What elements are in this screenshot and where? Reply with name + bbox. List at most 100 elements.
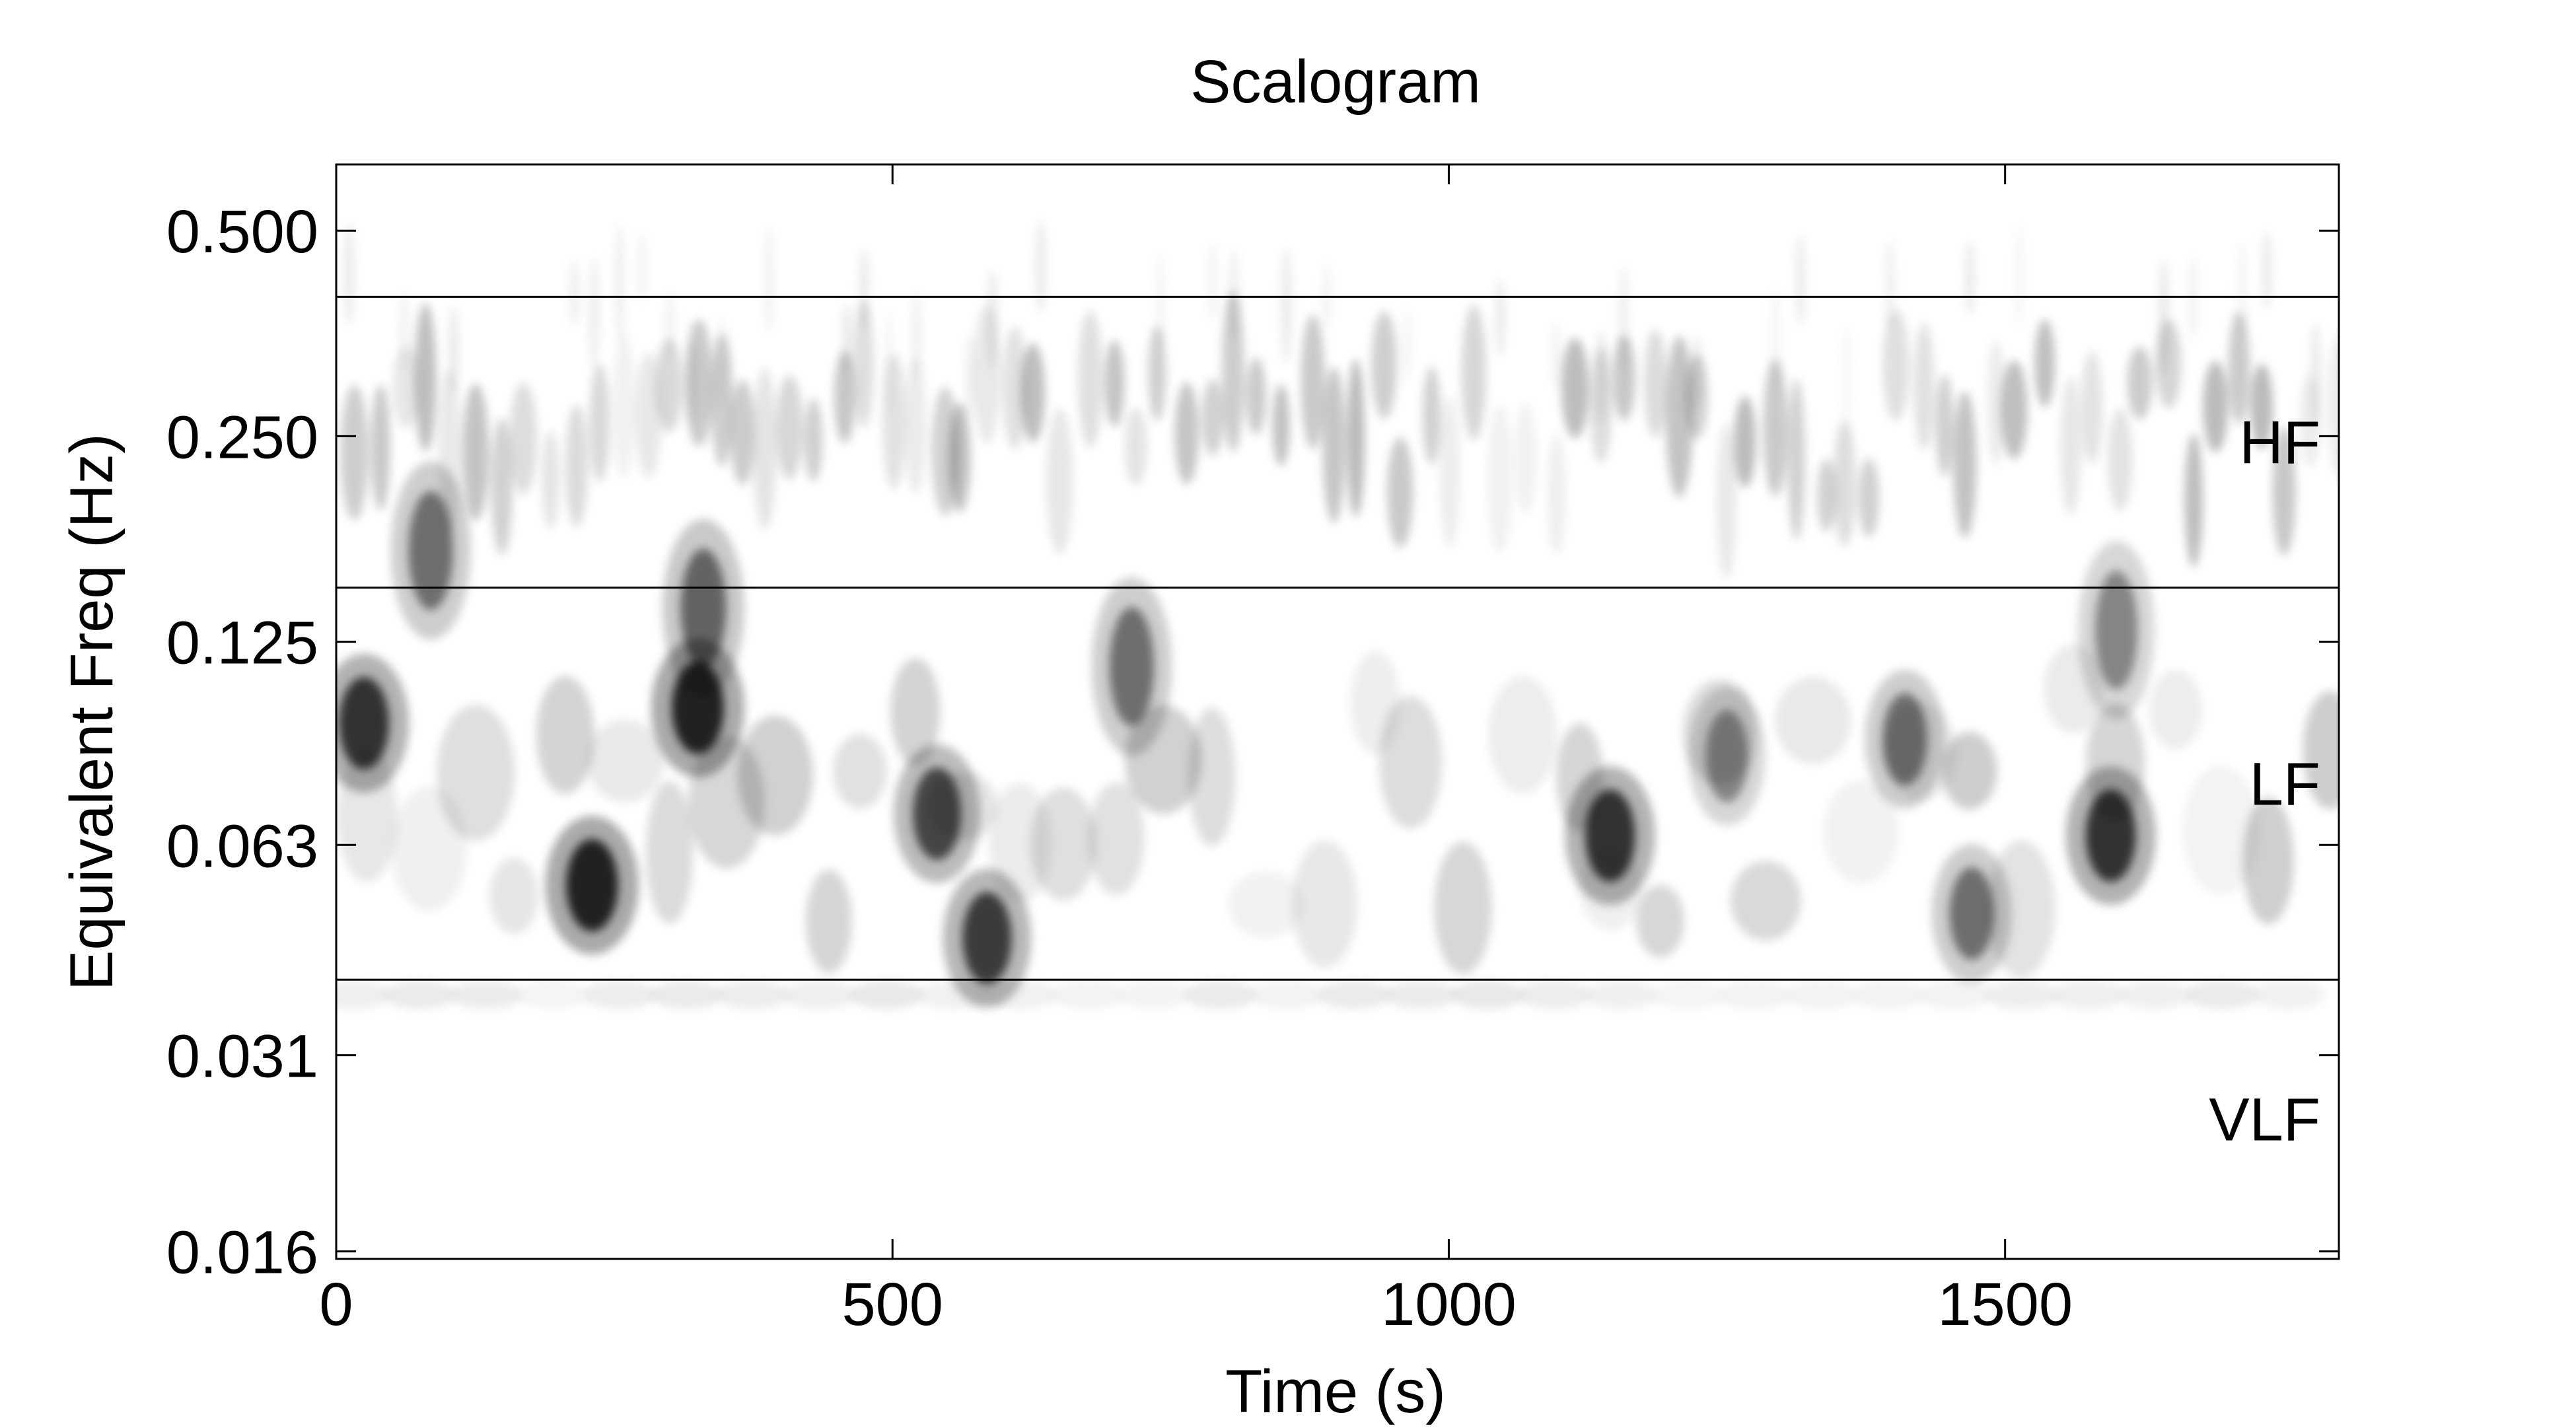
hf-texture-wisp (1281, 247, 1292, 365)
band-labels: HF LF VLF (2209, 410, 2320, 1154)
y-axis: 0.016 0.031 0.063 0.125 0.250 0.500 (166, 198, 2339, 1287)
hf-texture-streak (2107, 408, 2133, 512)
hf-texture-wisp (1550, 320, 1561, 390)
vlf-edge-blob (2186, 980, 2259, 1010)
vlf-edge-blob (717, 980, 790, 1010)
hf-texture-wisp (589, 256, 600, 371)
intensity-feature (408, 491, 453, 610)
vlf-edge-blob (1384, 980, 1458, 1010)
hf-texture-streak (1734, 396, 1756, 488)
vlf-edge-blob (383, 980, 456, 1010)
vlf-edge-blob (783, 980, 857, 1010)
y-tick-label: 0.016 (166, 1219, 318, 1287)
vlf-edge-blob (650, 980, 723, 1010)
hf-texture-wisp (987, 269, 998, 371)
hf-texture-streak (371, 384, 390, 511)
vlf-edge-blob (1985, 980, 2058, 1010)
intensity-feature (1585, 789, 1635, 882)
hf-texture-wisp (2261, 230, 2272, 310)
intensity-feature (1705, 709, 1748, 803)
hf-texture-streak (1487, 405, 1513, 553)
vlf-edge-blob (1251, 980, 1324, 1010)
intensity-feature (1882, 693, 1927, 786)
hf-texture-streak (1461, 304, 1487, 441)
hf-texture-wisp (636, 232, 647, 304)
hf-texture-streak (2034, 319, 2056, 408)
x-tick-label: 1000 (1381, 1271, 1517, 1338)
hf-texture-wisp (1884, 239, 1896, 330)
hf-texture-streak (2272, 427, 2296, 556)
vlf-edge-blob (1585, 980, 1658, 1010)
hf-texture-streak (1816, 458, 1836, 532)
lf-texture-blob (586, 719, 664, 803)
hf-texture-wisp (569, 260, 580, 327)
hf-texture-streak (462, 383, 489, 521)
hf-texture-streak (1387, 437, 1413, 548)
vlf-edge-blob (1184, 980, 1258, 1010)
vlf-edge-blob (1851, 980, 1925, 1010)
hf-texture-wisp (1207, 243, 1219, 322)
hf-texture-streak (1882, 310, 1910, 421)
intensity-feature (913, 767, 962, 860)
lf-texture-blob (536, 676, 595, 795)
hf-texture-streak (2250, 363, 2273, 449)
hf-texture-streak (1548, 434, 1566, 555)
hf-texture-streak (2328, 334, 2339, 478)
hf-texture-streak (834, 350, 855, 444)
lf-texture-blob (1488, 676, 1557, 794)
hf-texture-streak (1833, 421, 1856, 547)
y-tick-label: 0.250 (166, 404, 318, 471)
lf-texture-blob (646, 781, 694, 924)
hf-texture-wisp (717, 315, 728, 411)
hf-texture-streak (2060, 376, 2081, 515)
lf-texture-blob (437, 705, 515, 841)
hf-texture-streak (1953, 391, 1977, 538)
vlf-edge-blob (1118, 980, 1191, 1010)
hf-texture-wisp (688, 341, 699, 421)
vlf-edge-blob (2119, 980, 2192, 1010)
hf-texture-streak (509, 382, 537, 495)
lf-texture-blob (737, 715, 813, 836)
hf-texture-wisp (964, 333, 976, 422)
hf-texture-wisp (2158, 259, 2169, 378)
hf-texture-streak (753, 367, 777, 530)
hf-texture-streak (1020, 343, 1046, 443)
hf-texture-streak (340, 384, 369, 520)
hf-texture-streak (1787, 378, 1805, 540)
y-tick-label: 0.031 (166, 1023, 318, 1090)
intensity-feature (1109, 607, 1155, 727)
vlf-edge-blob (2052, 980, 2125, 1010)
hf-texture-streak (1716, 423, 1737, 579)
hf-texture-streak (853, 301, 874, 429)
hf-texture-streak (1763, 359, 1788, 497)
band-boundary-lines (336, 295, 2339, 981)
hf-texture-streak (1422, 366, 1441, 465)
vlf-edge-blob (336, 980, 390, 1010)
lf-texture-blob (1292, 840, 1358, 968)
vlf-edge-blob (850, 980, 923, 1010)
heatmap-features (336, 461, 2156, 1008)
band-label: LF (2250, 750, 2320, 818)
x-axis: 0 500 1000 1500 (319, 164, 2073, 1338)
hf-texture-streak (2228, 312, 2250, 425)
band-label: HF (2239, 410, 2320, 477)
hf-texture-wisp (1691, 335, 1702, 410)
hf-texture-streak (1148, 326, 1166, 422)
lf-texture-blob (1434, 841, 1492, 975)
hf-texture-wisp (1155, 252, 1166, 349)
vlf-edge-blob (450, 980, 523, 1010)
hf-texture-streak (1914, 322, 1935, 451)
hf-texture-streak (1301, 314, 1325, 450)
hf-texture-streak (1322, 367, 1345, 524)
vlf-edge-blob (1318, 980, 1391, 1010)
hf-texture-streak (1347, 359, 1365, 517)
hf-texture-wisp (859, 248, 870, 331)
hf-texture-wisp (614, 223, 626, 343)
hf-texture-streak (2001, 360, 2028, 460)
hf-texture-wisp (343, 222, 355, 326)
lf-texture-blob (489, 857, 539, 935)
intensity-feature (2094, 571, 2138, 690)
lf-texture-blob (2303, 691, 2339, 810)
hf-texture-wisp (1228, 247, 1239, 342)
